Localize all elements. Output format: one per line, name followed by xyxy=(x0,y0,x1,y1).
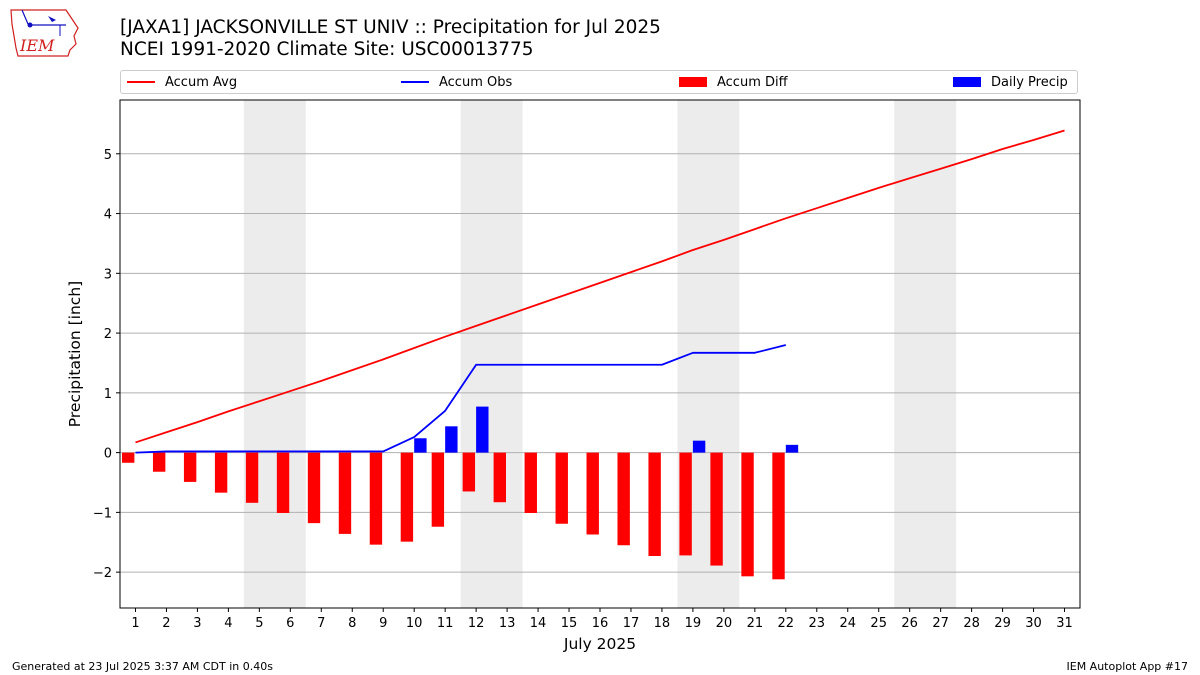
accum-diff-bar xyxy=(245,452,259,503)
x-tick-label: 24 xyxy=(839,616,856,631)
x-tick-label: 16 xyxy=(592,616,609,631)
accum-diff-bar xyxy=(431,452,445,527)
x-tick-label: 28 xyxy=(963,616,980,631)
x-tick-label: 26 xyxy=(901,616,918,631)
x-tick-label: 14 xyxy=(530,616,547,631)
legend-item-accum-obs: Accum Obs xyxy=(401,74,512,90)
accum-diff-bar xyxy=(555,452,568,524)
generated-timestamp: Generated at 23 Jul 2025 3:37 AM CDT in … xyxy=(12,660,273,673)
accum-diff-bar xyxy=(586,452,599,535)
legend-item-daily-precip: Daily Precip xyxy=(953,74,1068,90)
legend-label-daily-precip: Daily Precip xyxy=(991,74,1068,90)
accum-diff-bar xyxy=(617,452,630,546)
weekend-shade xyxy=(460,100,523,608)
legend-swatch-accum-avg xyxy=(127,81,155,83)
x-tick-label: 22 xyxy=(778,616,795,631)
accum-diff-bar xyxy=(214,452,228,493)
y-tick-label: 1 xyxy=(104,387,112,402)
x-tick-label: 1 xyxy=(131,616,139,631)
x-axis-label: July 2025 xyxy=(563,635,636,653)
accum-diff-bar xyxy=(183,452,197,482)
x-tick-label: 20 xyxy=(716,616,733,631)
y-axis-label: Precipitation [inch] xyxy=(66,281,84,427)
x-tick-label: 6 xyxy=(286,616,294,631)
x-tick-label: 23 xyxy=(809,616,826,631)
accum-diff-bar xyxy=(338,452,352,534)
accum-diff-bar xyxy=(307,452,321,524)
legend-swatch-accum-obs xyxy=(401,81,429,83)
accum-diff-bar xyxy=(276,452,290,513)
x-tick-label: 21 xyxy=(747,616,764,631)
daily-precip-bar xyxy=(692,440,706,453)
accum-avg-line xyxy=(135,129,1065,444)
legend-item-accum-diff: Accum Diff xyxy=(679,74,788,90)
x-tick-label: 7 xyxy=(317,616,325,631)
y-tick-label: 3 xyxy=(104,267,112,282)
app-credit: IEM Autoplot App #17 xyxy=(1066,660,1189,673)
accum-diff-bar xyxy=(400,452,414,542)
x-tick-label: 9 xyxy=(379,616,387,631)
accum-diff-bar xyxy=(648,452,661,557)
x-tick-label: 13 xyxy=(499,616,516,631)
daily-precip-bar xyxy=(785,444,799,453)
x-tick-label: 10 xyxy=(406,616,423,631)
accum-diff-bar xyxy=(772,452,785,580)
legend-label-accum-obs: Accum Obs xyxy=(439,74,513,90)
legend-label-accum-avg: Accum Avg xyxy=(165,74,238,90)
legend-swatch-daily-precip xyxy=(953,77,981,87)
accum-diff-bar xyxy=(369,452,383,545)
iem-logo: IEM xyxy=(10,9,79,57)
accum-diff-bar xyxy=(122,452,135,463)
x-tick-label: 29 xyxy=(994,616,1011,631)
accum-diff-bar xyxy=(741,452,754,577)
x-tick-label: 8 xyxy=(348,616,356,631)
x-tick-label: 15 xyxy=(561,616,578,631)
legend-swatch-accum-diff xyxy=(679,77,707,87)
x-tick-label: 4 xyxy=(224,616,232,631)
y-tick-label: −2 xyxy=(93,566,112,581)
chart-subtitle: NCEI 1991-2020 Climate Site: USC00013775 xyxy=(120,39,534,60)
legend-label-accum-diff: Accum Diff xyxy=(717,74,788,90)
y-tick-label: −1 xyxy=(93,506,112,521)
x-tick-label: 2 xyxy=(162,616,170,631)
x-tick-label: 11 xyxy=(437,616,454,631)
x-tick-label: 12 xyxy=(468,616,485,631)
accum-obs-line xyxy=(135,344,787,454)
x-tick-label: 17 xyxy=(623,616,640,631)
y-tick-label: 4 xyxy=(104,208,112,223)
y-tick-label: 2 xyxy=(104,327,112,342)
accum-diff-bar xyxy=(524,452,537,513)
daily-precip-bar xyxy=(414,438,427,453)
accum-diff-bar xyxy=(152,452,166,472)
weekend-shade xyxy=(243,100,306,608)
accum-diff-bar xyxy=(679,452,692,556)
y-tick-label: 5 xyxy=(104,148,112,163)
x-tick-label: 5 xyxy=(255,616,263,631)
x-tick-label: 3 xyxy=(193,616,201,631)
daily-precip-bar xyxy=(476,406,489,453)
weekend-shade xyxy=(894,100,957,608)
x-tick-label: 30 xyxy=(1025,616,1042,631)
accum-diff-bar xyxy=(462,452,476,492)
x-tick-label: 25 xyxy=(870,616,887,631)
daily-precip-bar xyxy=(445,426,458,453)
x-tick-label: 27 xyxy=(932,616,949,631)
plot-frame xyxy=(119,99,1081,609)
iowa-outline-shape xyxy=(10,9,79,57)
x-tick-label: 19 xyxy=(685,616,702,631)
y-tick-label: 0 xyxy=(104,447,112,462)
chart-legend: Accum Avg Accum Obs Accum Diff Daily Pre… xyxy=(120,70,1078,94)
svg-text:IEM: IEM xyxy=(19,36,55,55)
chart-title: [JAXA1] JACKSONVILLE ST UNIV :: Precipit… xyxy=(120,17,661,38)
x-tick-label: 18 xyxy=(654,616,671,631)
accum-diff-bar xyxy=(710,452,723,566)
legend-item-accum-avg: Accum Avg xyxy=(127,74,237,90)
x-tick-label: 31 xyxy=(1056,616,1073,631)
accum-diff-bar xyxy=(493,452,506,503)
